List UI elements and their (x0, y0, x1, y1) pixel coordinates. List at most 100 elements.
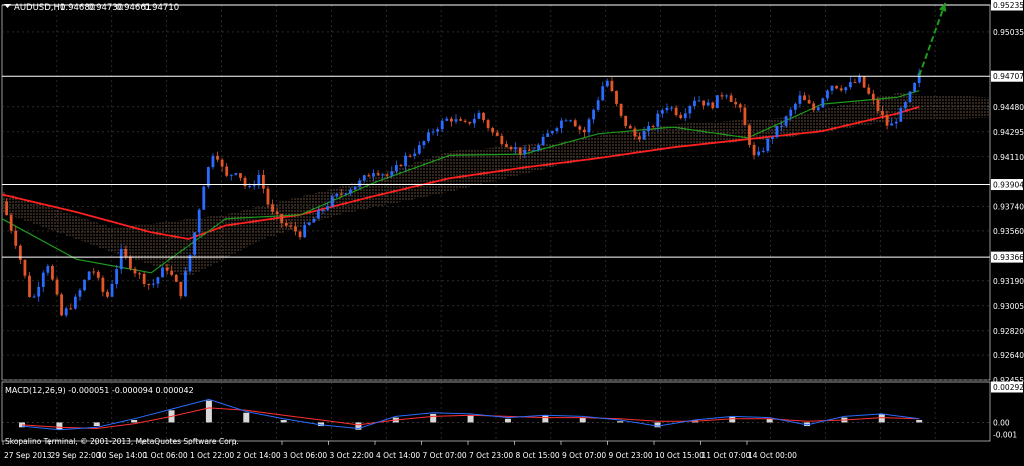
macd-histogram-bar (93, 422, 100, 427)
candle-body (569, 120, 573, 122)
candle-body (523, 149, 527, 155)
candle-body (674, 107, 678, 116)
macd-histogram-bar (318, 422, 325, 427)
candle-body (592, 109, 595, 120)
candle-body (179, 281, 183, 297)
candle-body (349, 189, 352, 194)
price-levels[interactable] (2, 4, 990, 258)
candle-body (821, 98, 825, 108)
candle-body (294, 226, 297, 232)
candle-body (748, 125, 751, 145)
candle-body (651, 126, 655, 128)
candle-body (142, 273, 146, 284)
candle-body (358, 180, 362, 187)
candle-body (642, 131, 646, 140)
candle-body (23, 259, 27, 276)
price-axis: 0.95235 0.95035 0.94707 0.94480 0.94295 0.941… (991, 0, 1024, 385)
candle-body (587, 119, 591, 133)
candle-body (904, 102, 907, 108)
candle-body (793, 103, 797, 110)
candle-body (138, 273, 141, 275)
candle-body (385, 174, 389, 176)
candle-body (729, 95, 733, 102)
quote-high: 0.94730 (88, 3, 123, 13)
candle-body (738, 104, 742, 108)
candle-body (468, 121, 472, 124)
price-level-tag (991, 0, 1023, 11)
candle-body (151, 283, 155, 285)
candle-body (491, 127, 495, 133)
candle-body (239, 173, 242, 178)
macd-tick-label: 0.00 (993, 418, 1010, 427)
time-tick-label: 1 Oct 06:00 (144, 451, 188, 460)
candle-body (234, 173, 238, 175)
time-tick-label: 3 Oct 22:00 (330, 451, 374, 460)
moving-average-line (1, 105, 920, 240)
candle-body (404, 155, 407, 167)
time-tick-label: 8 Oct 15:00 (516, 451, 560, 460)
candle-body (757, 151, 761, 156)
candle-body (28, 275, 31, 297)
candle-body (326, 206, 329, 210)
candle-body (220, 159, 224, 167)
macd-signal-line (21, 398, 920, 431)
candle-body (876, 99, 880, 111)
candle-body (9, 215, 13, 231)
candle-body (495, 132, 499, 136)
price-level-tag (991, 251, 1023, 263)
candle-body (298, 231, 302, 238)
candle-body (225, 166, 229, 176)
macd-title: MACD(12,26,9) -0.000051 -0.000094 0.0000… (5, 386, 194, 395)
candle-body (670, 107, 673, 109)
candle-body (83, 279, 86, 291)
candle-body (41, 272, 45, 287)
candle-body (450, 118, 453, 122)
candle-body (647, 126, 650, 132)
candle-body (482, 112, 485, 121)
macd-histogram-bar (654, 422, 661, 428)
price-tick-label: 0.93740 (993, 203, 1024, 212)
candle-body (518, 147, 522, 155)
candle-body (280, 214, 284, 223)
candle-body (46, 266, 50, 273)
candle-body (582, 129, 586, 133)
candle-body (115, 269, 119, 284)
candle-body (908, 91, 912, 103)
candle-body (913, 82, 916, 92)
candle-body (101, 277, 105, 292)
macd-histogram-bar (916, 420, 923, 423)
candle-body (720, 95, 724, 97)
macd-histogram-bar (579, 417, 586, 423)
candle-body (87, 271, 91, 280)
candle-body (165, 267, 169, 271)
candle-body (161, 267, 164, 278)
candle-body (715, 95, 719, 109)
candle-body (92, 271, 96, 273)
candle-body (596, 100, 600, 110)
candle-body (500, 135, 504, 145)
candle-body (578, 126, 582, 130)
candle-body (656, 113, 660, 127)
macd-panel: 0.002921 0.00 -0.001 (2, 381, 1024, 440)
candle-body (436, 129, 440, 132)
copyright-text: Skopalino Terminal, © 2001-2013, MetaQuo… (5, 437, 239, 446)
candle-body (550, 131, 554, 134)
macd-histogram-bar (878, 413, 885, 423)
candle-body (697, 100, 701, 102)
candle-body (816, 107, 820, 111)
candle-body (174, 274, 178, 282)
macd-histogram-bar (804, 422, 811, 427)
candle-body (839, 88, 843, 91)
candle-body (197, 209, 201, 233)
macd-histogram-bar (205, 400, 212, 423)
candle-body (514, 147, 518, 150)
time-tick-label: 10 Oct 15:00 (655, 451, 704, 460)
candle-body (339, 193, 343, 195)
candle-body (408, 155, 412, 157)
time-tick-label: 9 Oct 23:00 (609, 451, 653, 460)
forecast-arrow-head-icon (938, 2, 947, 12)
macd-histogram-bar (504, 418, 511, 423)
symbol-menu-triangle-icon[interactable] (4, 4, 11, 8)
